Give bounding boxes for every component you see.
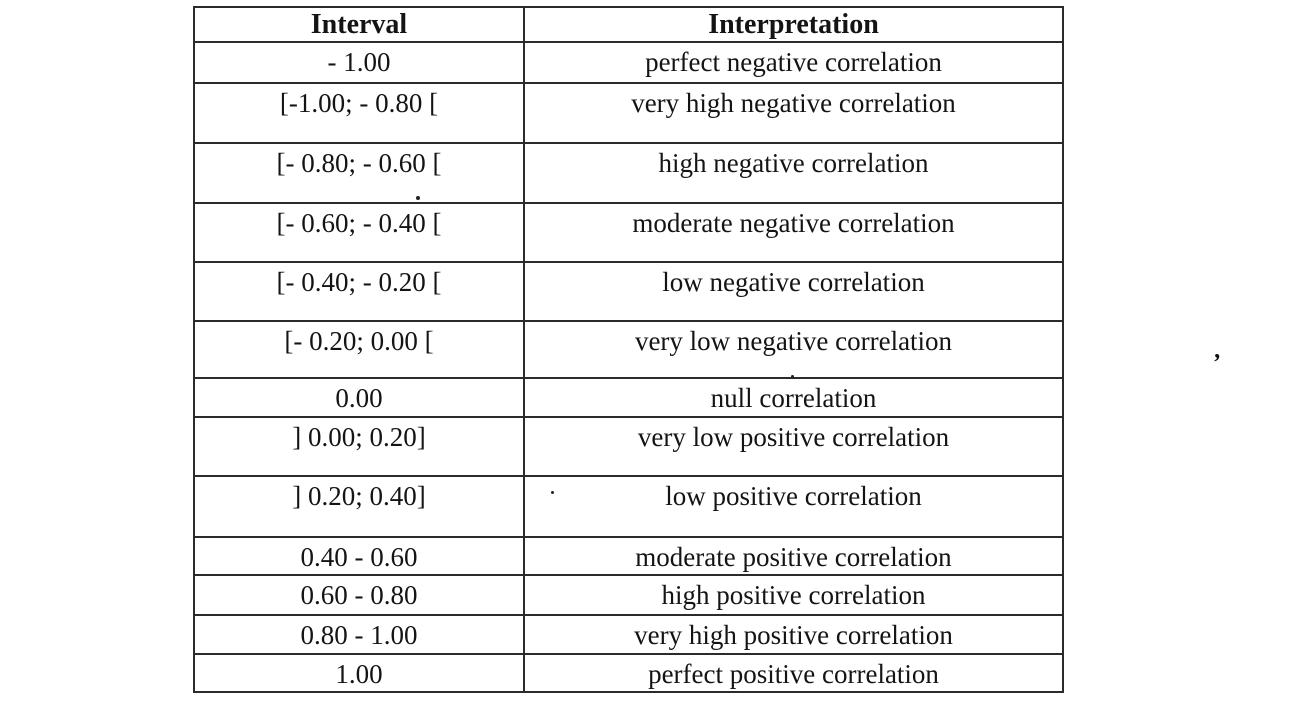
scan-speck-dot [551,491,554,494]
interval-cell: [- 0.40; - 0.20 [ [193,261,525,322]
interpretation-cell: perfect positive correlation [523,653,1064,693]
interpretation-cell: high negative correlation [523,142,1064,204]
interpretation-cell: very low positive correlation [523,416,1064,477]
table-row: 0.00 null correlation [193,377,1064,418]
interpretation-cell: null correlation [523,377,1064,418]
interval-cell: [- 0.20; 0.00 [ [193,320,525,379]
interpretation-cell: low negative correlation [523,261,1064,322]
interval-cell: 0.00 [193,377,525,418]
interpretation-cell: perfect negative correlation [523,41,1064,84]
correlation-interpretation-table: Interval Interpretation - 1.00 perfect ne… [193,6,1064,693]
interval-cell: 0.80 - 1.00 [193,614,525,655]
interpretation-cell: very low negative correlation [523,320,1064,379]
table-row: 0.40 - 0.60 moderate positive correlation [193,536,1064,576]
interpretation-cell: low positive correlation [523,475,1064,538]
table-row: [-1.00; - 0.80 [very high negative corre… [193,82,1064,144]
interval-cell: ] 0.20; 0.40] [193,475,525,538]
scan-speck-dot [416,196,420,200]
table-row: [- 0.80; - 0.60 [high negative correlati… [193,142,1064,204]
table-row: [- 0.20; 0.00 [very low negative correla… [193,320,1064,379]
interpretation-cell: moderate negative correlation [523,202,1064,263]
interval-cell: [- 0.80; - 0.60 [ [193,142,525,204]
table-row: 0.80 - 1.00 very high positive correlatio… [193,614,1064,655]
table-row: [- 0.60; - 0.40 [moderate negative corre… [193,202,1064,263]
scan-speck-dot [791,375,794,378]
interpretation-cell: very high positive correlation [523,614,1064,655]
interval-cell: - 1.00 [193,41,525,84]
scan-stray-mark: ’ [1213,350,1221,376]
interval-cell: 0.40 - 0.60 [193,536,525,576]
table-row: [- 0.40; - 0.20 [low negative correlatio… [193,261,1064,322]
interpretation-cell: moderate positive correlation [523,536,1064,576]
table-row: ] 0.20; 0.40] low positive correlation [193,475,1064,538]
table-row: - 1.00 perfect negative correlation [193,41,1064,84]
table-row: ] 0.00; 0.20] very low positive correlati… [193,416,1064,477]
column-header-interval: Interval [193,6,525,43]
interpretation-cell: high positive correlation [523,574,1064,616]
interval-cell: ] 0.00; 0.20] [193,416,525,477]
interval-cell: 1.00 [193,653,525,693]
interval-cell: [- 0.60; - 0.40 [ [193,202,525,263]
interval-cell: 0.60 - 0.80 [193,574,525,616]
table-header-row: Interval Interpretation [193,6,1064,43]
table-row: 0.60 - 0.80 high positive correlation [193,574,1064,616]
table-row: 1.00 perfect positive correlation [193,653,1064,693]
interpretation-cell: very high negative correlation [523,82,1064,144]
column-header-interpretation: Interpretation [523,6,1064,43]
interval-cell: [-1.00; - 0.80 [ [193,82,525,144]
